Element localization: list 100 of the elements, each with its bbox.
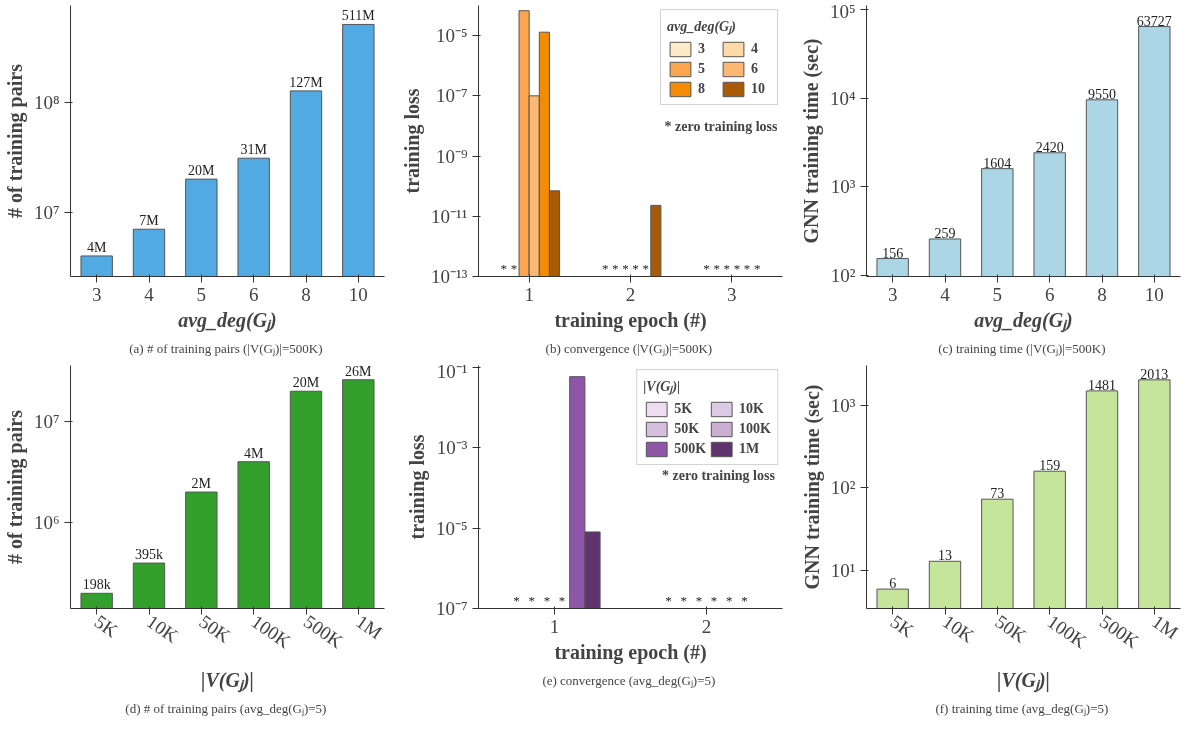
y-axis-title: GNN training time (sec) — [799, 38, 823, 244]
legend-title: avg_deg(Gⱼ) — [667, 18, 737, 35]
data-label: 127M — [289, 74, 324, 90]
legend-label: 6 — [751, 60, 759, 78]
y-tick-label: 10⁸ — [33, 91, 60, 113]
x-tick-label: 6 — [1044, 283, 1055, 305]
text: * — [713, 260, 720, 276]
x-axis-title: |V(Gⱼ)| — [997, 668, 1050, 693]
legend-label: 8 — [698, 80, 706, 98]
x-axis-title: avg_deg(Gⱼ) — [974, 308, 1073, 333]
x-tick-label: 5 — [992, 283, 1003, 305]
text: (b) convergence (|V(Gⱼ)|=500K) — [545, 340, 713, 357]
data-label: 73 — [990, 486, 1005, 502]
x-axis-title: avg_deg(Gⱼ) — [178, 308, 277, 333]
data-label: 7M — [139, 213, 160, 229]
text: * — [642, 260, 649, 276]
y-tick-label: 10⁻⁵ — [435, 25, 468, 47]
y-axis-title: # of training pairs — [3, 409, 27, 564]
x-tick-label: 1 — [524, 283, 534, 305]
text: * — [741, 592, 748, 608]
data-label: 198k — [82, 577, 111, 593]
x-tick-label: 5K — [90, 610, 122, 642]
data-label: 13 — [938, 548, 952, 564]
text: (c) training time (|V(Gⱼ)|=500K) — [938, 340, 1106, 357]
y-tick-label: 10⁷ — [33, 411, 60, 433]
x-tick-label: 3 — [91, 283, 102, 305]
legend-label: 4 — [751, 40, 759, 58]
text: (e) convergence (avg_deg(Gⱼ)=5) — [542, 672, 716, 689]
data-label: 6 — [889, 576, 897, 592]
data-label: 1604 — [983, 155, 1012, 171]
y-tick-label: 10⁻⁵ — [435, 517, 468, 539]
x-tick-label: 8 — [301, 283, 311, 305]
x-tick-label: 10 — [348, 283, 368, 305]
data-label: 156 — [882, 245, 904, 261]
x-tick-label: 4 — [144, 283, 155, 305]
x-tick-label: 1M — [352, 610, 387, 644]
x-axis-title: |V(Gⱼ)| — [201, 668, 254, 693]
legend-label: 500K — [674, 440, 707, 458]
legend-label: 5K — [674, 400, 694, 418]
text: * — [680, 592, 687, 608]
text: * — [703, 260, 710, 276]
text: * — [513, 592, 520, 608]
data-label: 395k — [135, 547, 163, 563]
data-label: 1481 — [1088, 377, 1116, 393]
text: * — [665, 592, 672, 608]
y-axis-title: GNN training time (sec) — [800, 384, 824, 590]
y-tick-label: 10⁴ — [829, 87, 856, 109]
data-label: 20M — [292, 375, 320, 391]
y-tick-label: 10⁻¹ — [436, 360, 468, 382]
y-tick-label: 10⁻⁷ — [435, 598, 468, 619]
legend-label: 10K — [739, 400, 764, 418]
text: * — [695, 592, 703, 608]
text: * — [710, 592, 718, 608]
text: (f) training time (avg_deg(Gⱼ)=5) — [935, 700, 1109, 717]
annotation: * zero training loss — [662, 467, 776, 483]
y-tick-label: 10¹ — [830, 560, 856, 582]
y-tick-label: 10² — [830, 477, 856, 499]
data-label: 26M — [345, 363, 373, 379]
data-label: 2M — [191, 476, 212, 492]
y-tick-label: 10⁻¹³ — [431, 266, 468, 287]
x-tick-label: 50K — [195, 610, 235, 647]
data-label: 20M — [188, 163, 216, 179]
x-tick-label: 1 — [549, 615, 560, 637]
legend-label: 100K — [739, 420, 771, 438]
data-label: 4M — [86, 239, 107, 255]
legend-label: 5 — [698, 60, 706, 78]
data-label: 2420 — [1035, 139, 1064, 155]
text: * — [743, 260, 751, 276]
data-label: 511M — [341, 8, 376, 24]
y-tick-label: 10³ — [830, 394, 856, 416]
y-axis-title: training loss — [405, 434, 429, 540]
x-tick-label: 50K — [991, 610, 1031, 647]
y-tick-label: 10⁻³ — [436, 437, 468, 459]
x-tick-label: 3 — [887, 283, 898, 305]
text: (a) # of training pairs (|V(Gⱼ)|=500K) — [129, 340, 323, 357]
legend-title: |V(Gⱼ)| — [643, 378, 682, 395]
text: * — [726, 592, 733, 608]
text: * — [528, 592, 535, 608]
y-axis-title: # of training pairs — [3, 63, 27, 218]
text: * — [622, 260, 629, 276]
y-axis-title: training loss — [401, 88, 425, 194]
x-axis-title: training epoch (#) — [554, 640, 707, 664]
text: * — [543, 592, 551, 608]
x-tick-label: 4 — [940, 283, 951, 305]
data-label: 9550 — [1088, 86, 1116, 102]
x-tick-label: 2 — [625, 283, 636, 305]
text: * — [500, 260, 508, 276]
text: * — [723, 260, 731, 276]
data-label: 63727 — [1136, 13, 1172, 29]
y-tick-label: 10³ — [830, 176, 856, 198]
y-tick-label: 10⁻⁷ — [435, 85, 468, 107]
legend-label: 50K — [674, 420, 700, 438]
y-tick-label: 10⁵ — [829, 0, 856, 22]
text: * — [510, 260, 518, 276]
data-label: 31M — [240, 142, 268, 158]
x-tick-label: 10K — [143, 610, 183, 647]
x-tick-label: 1M — [1148, 610, 1183, 644]
text: * — [733, 260, 741, 276]
y-tick-label: 10⁻¹¹ — [431, 205, 468, 227]
y-tick-label: 10⁷ — [33, 201, 60, 223]
